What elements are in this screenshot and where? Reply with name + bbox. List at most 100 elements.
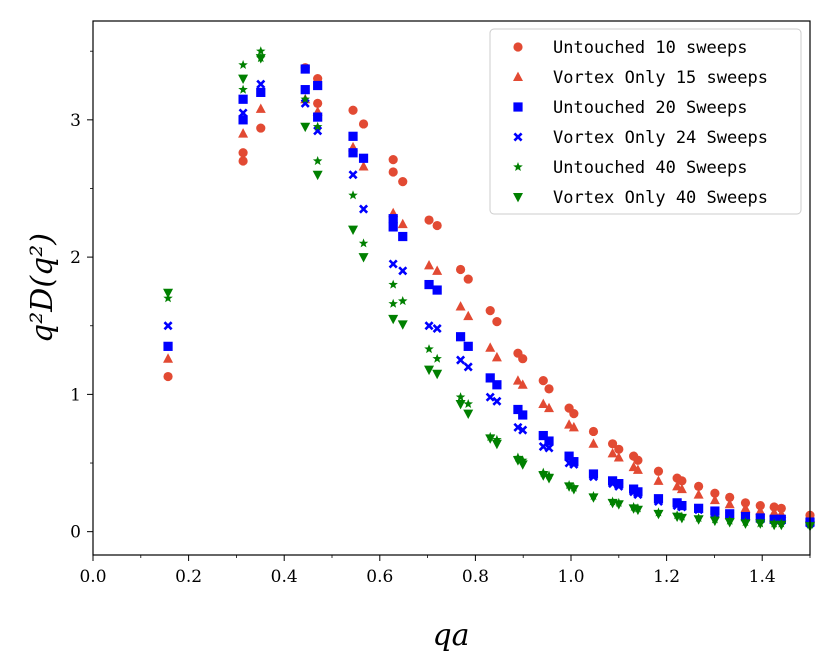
data-point: [564, 482, 575, 492]
data-point: [397, 320, 408, 330]
legend-item: Vortex Only 40 Sweeps: [513, 188, 768, 208]
data-point: [492, 317, 502, 327]
series-6: [163, 54, 815, 532]
data-point: [653, 509, 664, 520]
data-point: [492, 396, 502, 406]
data-point: [491, 439, 502, 450]
data-point: [388, 298, 398, 308]
data-point: [238, 94, 248, 104]
data-point: [163, 371, 173, 382]
data-point: [633, 490, 643, 500]
data-point: [568, 421, 579, 432]
data-point: [398, 177, 408, 187]
x-axis: 0.0 0.2 0.4 0.6 0.8 1.0 1.2 1.4: [79, 555, 811, 587]
plot-frame: [92, 20, 811, 556]
data-point: [463, 274, 473, 284]
legend-box: [489, 28, 802, 215]
data-point: [348, 105, 358, 115]
data-point: [358, 161, 369, 171]
x-tick-label: 1.2: [653, 567, 680, 587]
data-point: [512, 375, 523, 385]
data-point: [312, 156, 323, 166]
data-point: [724, 518, 735, 528]
data-point: [463, 362, 473, 372]
data-point: [607, 476, 618, 486]
data-point: [769, 502, 779, 512]
legend-item: Untouched 40 Sweeps: [513, 158, 747, 178]
legend-label: Vortex Only 40 Sweeps: [553, 188, 768, 208]
data-point: [607, 439, 618, 449]
x-tick-label: 0.8: [462, 567, 489, 587]
data-point: [485, 373, 495, 383]
data-point: [388, 279, 398, 289]
data-point: [348, 148, 358, 158]
data-point: [694, 481, 704, 491]
legend-label: Untouched 40 Sweeps: [553, 158, 747, 178]
series-1: [163, 63, 815, 520]
data-point: [538, 376, 548, 386]
data-point: [388, 155, 398, 165]
data-point: [358, 119, 369, 129]
data-point: [544, 474, 555, 484]
data-point: [492, 380, 502, 390]
data-point: [776, 503, 786, 513]
data-point: [388, 222, 398, 232]
data-point: [517, 460, 528, 470]
data-points: [163, 46, 815, 532]
data-point: [544, 436, 554, 446]
data-point: [608, 479, 618, 489]
data-point: [455, 264, 466, 275]
data-point: [677, 502, 687, 512]
data-point: [313, 126, 323, 136]
data-point: [740, 519, 751, 529]
data-point: [653, 466, 664, 476]
data-point: [518, 425, 528, 435]
x-tick-label: 0.0: [79, 567, 106, 587]
legend-item: Untouched 20 Sweeps: [513, 98, 747, 118]
legend-label: Vortex Only 24 Sweeps: [553, 128, 768, 148]
data-point: [518, 410, 528, 420]
legend: Untouched 10 sweeps Vortex Only 15 sweeps…: [489, 28, 802, 215]
legend-marker: [513, 162, 523, 171]
data-point: [388, 259, 398, 269]
data-point: [725, 510, 735, 520]
data-point: [163, 341, 173, 351]
data-point: [432, 265, 443, 275]
data-point: [588, 469, 599, 479]
data-point: [485, 342, 496, 352]
data-point: [614, 444, 624, 454]
data-point: [256, 46, 266, 56]
x-tick-label: 0.2: [175, 567, 202, 587]
data-point: [455, 301, 466, 311]
data-point: [300, 64, 310, 74]
data-point: [348, 225, 359, 236]
data-point: [256, 87, 266, 97]
data-point: [710, 488, 720, 498]
data-point: [238, 108, 248, 118]
legend-label: Untouched 20 Sweeps: [553, 98, 747, 118]
data-point: [432, 285, 442, 295]
data-point: [672, 498, 682, 508]
legend-marker: [513, 71, 523, 81]
data-point: [769, 507, 780, 517]
data-point: [710, 506, 720, 516]
data-point: [238, 84, 248, 94]
legend-label: Vortex Only 15 sweeps: [553, 68, 768, 88]
data-point: [588, 438, 599, 448]
data-point: [725, 492, 735, 502]
data-point: [424, 259, 435, 270]
data-point: [348, 131, 358, 141]
y-tick-label: 2: [70, 248, 81, 268]
data-point: [238, 128, 249, 138]
data-point: [694, 505, 704, 515]
legend-item: Vortex Only 24 Sweeps: [513, 128, 768, 148]
data-point: [710, 509, 720, 519]
data-point: [300, 98, 310, 108]
data-point: [455, 399, 466, 410]
y-tick-label: 3: [70, 111, 81, 131]
data-point: [544, 384, 554, 394]
data-point: [588, 426, 599, 437]
data-point: [238, 74, 249, 85]
data-point: [632, 464, 643, 474]
